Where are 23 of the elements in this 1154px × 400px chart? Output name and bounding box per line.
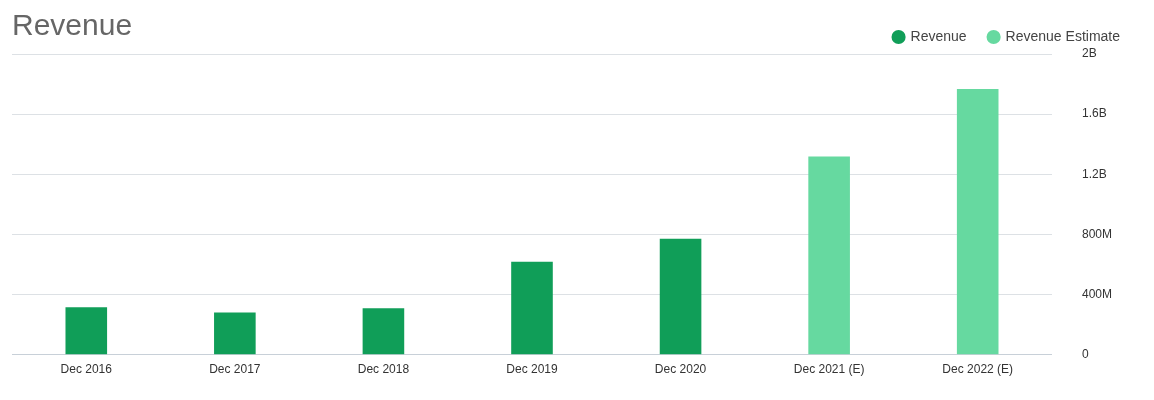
x-tick-label: Dec 2021 (E) xyxy=(793,362,865,377)
bar xyxy=(214,312,256,355)
y-tick-label: 2B xyxy=(1081,46,1097,61)
bar xyxy=(956,88,999,355)
bar xyxy=(511,261,553,355)
x-tick-label: Dec 2018 xyxy=(357,362,410,377)
x-tick-label: Dec 2019 xyxy=(506,362,558,377)
legend-label: Revenue Estimate xyxy=(1005,27,1121,44)
legend-label: Revenue xyxy=(910,27,967,44)
bar xyxy=(659,238,702,355)
bar xyxy=(808,156,850,355)
bar xyxy=(362,308,405,355)
bar xyxy=(65,307,108,355)
y-tick-label: 0 xyxy=(1081,347,1089,362)
y-tick-label: 800M xyxy=(1081,226,1113,241)
y-tick-label: 400M xyxy=(1081,286,1113,301)
x-tick-label: Dec 2020 xyxy=(654,362,707,377)
x-tick-label: Dec 2017 xyxy=(209,362,261,377)
x-tick-label: Dec 2016 xyxy=(60,362,113,377)
x-tick-label: Dec 2022 (E) xyxy=(942,362,1014,377)
chart-title: Revenue xyxy=(12,8,133,42)
y-tick-label: 1.6B xyxy=(1081,106,1107,121)
y-tick-label: 1.2B xyxy=(1081,166,1107,181)
